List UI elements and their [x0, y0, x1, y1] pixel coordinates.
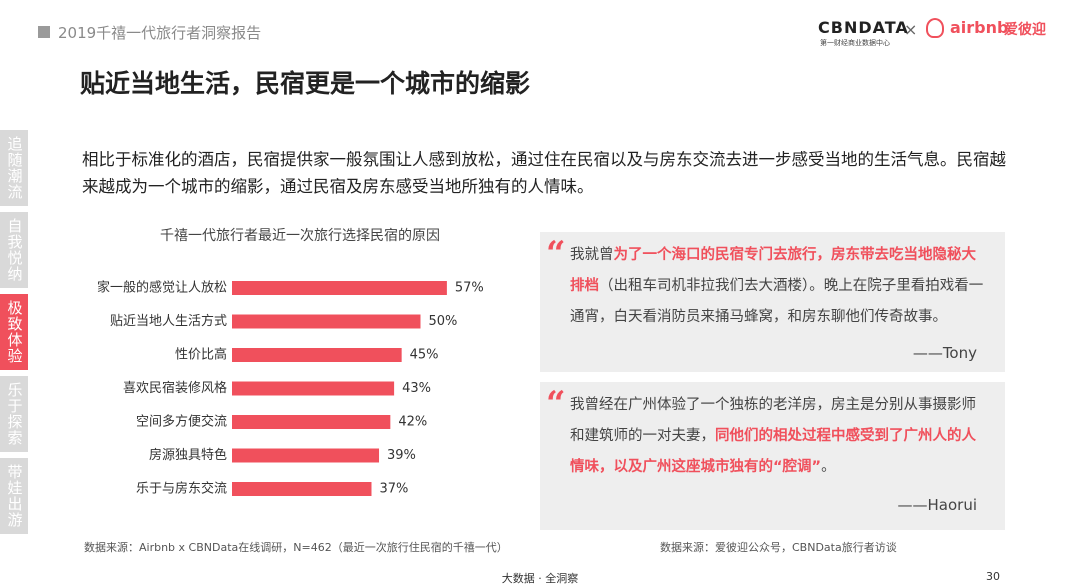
bar — [232, 482, 372, 496]
value-label: 45% — [410, 348, 439, 363]
quote-author: ——Tony — [912, 344, 977, 362]
quote-text: 我曾经在广州体验了一个独栋的老洋房，房主是分别从事摄影师和建筑师的一对夫妻，同他… — [570, 390, 985, 483]
category-label: 房源独具特色 — [149, 447, 227, 463]
value-label: 43% — [402, 381, 431, 396]
category-label: 家一般的感觉让人放松 — [97, 280, 227, 296]
value-label: 42% — [398, 415, 427, 430]
quote-mark: “ — [546, 234, 566, 274]
category-label: 空间多方便交流 — [136, 414, 227, 430]
logo-cbndata: CBNDATA — [818, 18, 909, 37]
side-tab: 自我悦纳 — [0, 212, 28, 288]
logo-airbnb: airbnb — [950, 18, 1009, 37]
quote-highlight: 同他们的相处过程中感受到了广州人的人情味，以及广州这座城市独有的“腔调” — [570, 428, 976, 475]
quote-text: 我就曾为了一个海口的民宿专门去旅行，房东带去吃当地隐秘大排档（出租车司机非拉我们… — [570, 240, 985, 333]
side-tab: 极致体验 — [0, 294, 28, 370]
quote-box: “我就曾为了一个海口的民宿专门去旅行，房东带去吃当地隐秘大排档（出租车司机非拉我… — [540, 232, 1005, 372]
bar — [232, 381, 395, 396]
chart-title: 千禧一代旅行者最近一次旅行选择民宿的原因 — [160, 227, 440, 244]
slide-title: 贴近当地生活，民宿更是一个城市的缩影 — [80, 69, 531, 98]
logo-cbndata-sub: 第一财经商业数据中心 — [820, 39, 890, 47]
category-label: 喜欢民宿装修风格 — [123, 380, 227, 396]
category-label: 性价比高 — [175, 347, 227, 363]
side-tab: 带娃出游 — [0, 458, 28, 534]
airbnb-icon — [926, 18, 944, 38]
quote-box: “我曾经在广州体验了一个独栋的老洋房，房主是分别从事摄影师和建筑师的一对夫妻，同… — [540, 382, 1005, 530]
logo-cross: × — [904, 20, 918, 39]
source-left: 数据来源：Airbnb x CBNData在线调研，N=462（最近一次旅行住民… — [84, 541, 508, 554]
bar — [232, 281, 447, 295]
bar — [232, 314, 421, 329]
logo-airbnb-cn: 爱彼迎 — [1004, 22, 1046, 38]
header-square — [38, 26, 50, 38]
bar — [232, 415, 391, 429]
bar — [232, 348, 402, 362]
category-label: 贴近当地人生活方式 — [110, 313, 227, 329]
quote-mark: “ — [546, 384, 566, 424]
footer-center: 大数据 · 全洞察 — [501, 572, 579, 585]
value-label: 39% — [387, 448, 416, 463]
bar-chart: 千禧一代旅行者最近一次旅行选择民宿的原因 家一般的感觉让人放松 57% 贴近当地人生… — [97, 227, 484, 497]
report-title: 2019千禧一代旅行者洞察报告 — [58, 24, 262, 42]
intro-text: 相比于标准化的酒店，民宿提供家一般氛围让人感到放松，通过住在民宿以及与房东交流去… — [82, 150, 1006, 196]
source-right: 数据来源：爱彼迎公众号，CBNData旅行者访谈 — [660, 541, 897, 554]
quote-segment: （出租车司机非拉我们去大酒楼）。晚上在院子里看拍戏看一通宵，白天看消防员来捅马蜂… — [570, 278, 984, 325]
value-label: 37% — [379, 482, 408, 497]
quote-segment: 我就曾 — [570, 247, 614, 263]
side-tab: 乐于探索 — [0, 376, 28, 452]
quote-author: ——Haorui — [897, 496, 978, 514]
page-number: 30 — [986, 570, 1000, 583]
value-label: 50% — [429, 314, 458, 329]
value-label: 57% — [455, 281, 484, 296]
quote-highlight: 为了一个海口的民宿专门去旅行，房东带去吃当地隐秘大排档 — [570, 247, 976, 294]
category-label: 乐于与房东交流 — [136, 481, 227, 497]
side-tab: 追随潮流 — [0, 130, 28, 206]
quote-segment: 。 — [821, 459, 836, 475]
quote-segment: 我曾经在广州体验了一个独栋的老洋房，房主是分别从事摄影师和建筑师的一对夫妻， — [570, 397, 976, 444]
bar — [232, 448, 380, 463]
